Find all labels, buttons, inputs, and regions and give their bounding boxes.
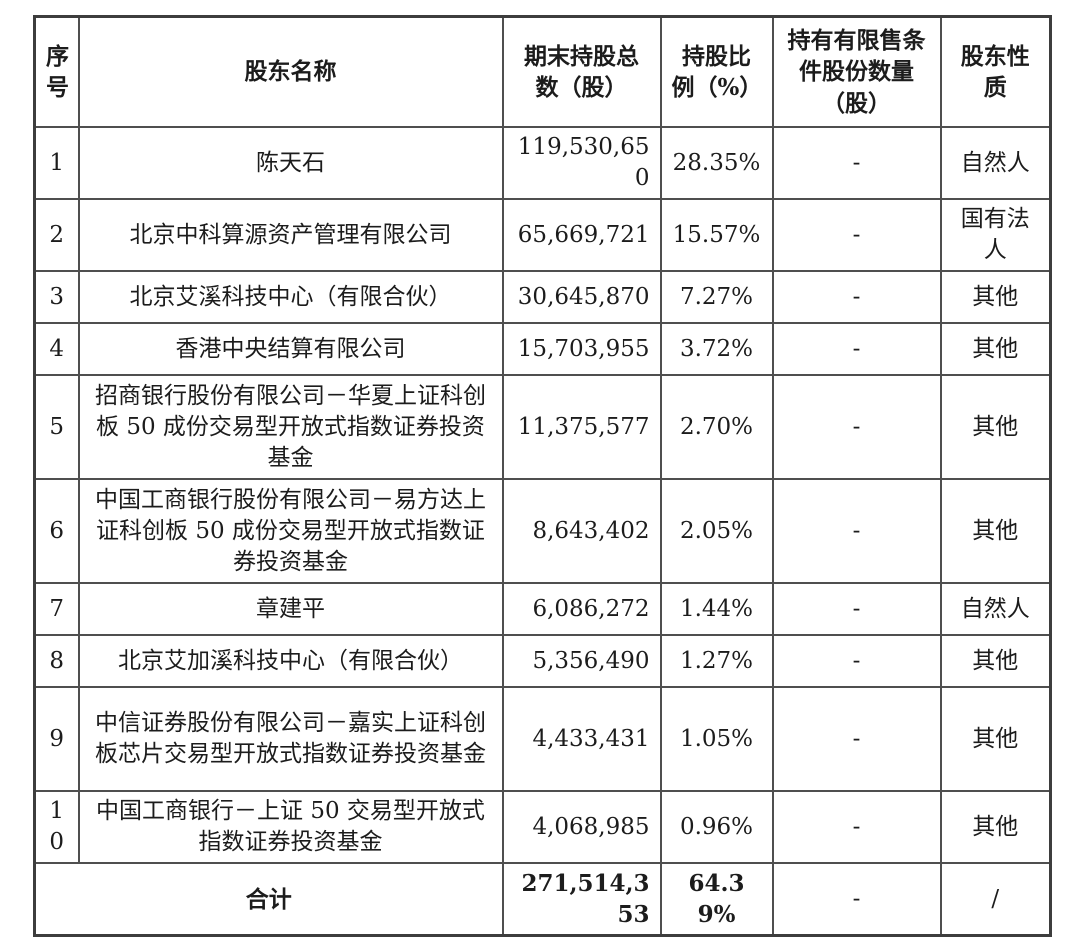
total-shares: 119,530,650 bbox=[501, 125, 662, 201]
row-index: 3 bbox=[33, 270, 80, 325]
share-ratio: 1.05% bbox=[659, 686, 774, 793]
shareholder-name: 章建平 bbox=[77, 582, 504, 637]
shareholder-nature: 其他 bbox=[939, 478, 1052, 585]
shareholder-nature: 自然人 bbox=[939, 125, 1052, 201]
total-row: 合计 271,514,353 64.39% - / bbox=[33, 862, 1052, 937]
share-ratio: 7.27% bbox=[659, 270, 774, 325]
restricted-shares: - bbox=[771, 322, 942, 377]
table-row: 2 北京中科算源资产管理有限公司 65,669,721 15.57% - 国有法… bbox=[33, 198, 1052, 273]
restricted-shares: - bbox=[771, 686, 942, 793]
shareholder-name: 中国工商银行－上证 50 交易型开放式指数证券投资基金 bbox=[77, 790, 504, 865]
share-ratio: 1.27% bbox=[659, 634, 774, 689]
table-row: 6 中国工商银行股份有限公司－易方达上证科创板 50 成份交易型开放式指数证券投… bbox=[33, 478, 1052, 585]
share-ratio: 1.44% bbox=[659, 582, 774, 637]
shareholders-table: 序号 股东名称 期末持股总数（股） 持股比例（%） 持有有限售条件股份数量（股）… bbox=[33, 15, 1052, 937]
total-nature: / bbox=[939, 862, 1052, 937]
shareholder-nature: 其他 bbox=[939, 322, 1052, 377]
restricted-shares: - bbox=[771, 634, 942, 689]
total-shares: 65,669,721 bbox=[501, 198, 662, 273]
table-header: 序号 股东名称 期末持股总数（股） 持股比例（%） 持有有限售条件股份数量（股）… bbox=[33, 15, 1052, 128]
total-shares: 15,703,955 bbox=[501, 322, 662, 377]
row-index: 10 bbox=[33, 790, 80, 865]
row-index: 2 bbox=[33, 198, 80, 273]
restricted-shares: - bbox=[771, 790, 942, 865]
shareholder-nature: 其他 bbox=[939, 790, 1052, 865]
row-index: 8 bbox=[33, 634, 80, 689]
total-ratio-sum: 64.39% bbox=[659, 862, 774, 937]
row-index: 1 bbox=[33, 125, 80, 201]
shareholder-name: 北京中科算源资产管理有限公司 bbox=[77, 198, 504, 273]
document-page: 序号 股东名称 期末持股总数（股） 持股比例（%） 持有有限售条件股份数量（股）… bbox=[33, 15, 1052, 937]
row-index: 5 bbox=[33, 374, 80, 481]
header-row: 序号 股东名称 期末持股总数（股） 持股比例（%） 持有有限售条件股份数量（股）… bbox=[33, 15, 1052, 128]
total-shares: 8,643,402 bbox=[501, 478, 662, 585]
share-ratio: 2.70% bbox=[659, 374, 774, 481]
shareholder-nature: 其他 bbox=[939, 270, 1052, 325]
total-restricted: - bbox=[771, 862, 942, 937]
share-ratio: 0.96% bbox=[659, 790, 774, 865]
shareholder-nature: 自然人 bbox=[939, 582, 1052, 637]
shareholder-name: 中国工商银行股份有限公司－易方达上证科创板 50 成份交易型开放式指数证券投资基… bbox=[77, 478, 504, 585]
row-index: 4 bbox=[33, 322, 80, 377]
shareholder-name: 中信证券股份有限公司－嘉实上证科创板芯片交易型开放式指数证券投资基金 bbox=[77, 686, 504, 793]
restricted-shares: - bbox=[771, 478, 942, 585]
total-shares: 4,433,431 bbox=[501, 686, 662, 793]
shareholder-name: 北京艾加溪科技中心（有限合伙） bbox=[77, 634, 504, 689]
share-ratio: 2.05% bbox=[659, 478, 774, 585]
header-shareholder-name: 股东名称 bbox=[77, 15, 504, 128]
total-shares: 5,356,490 bbox=[501, 634, 662, 689]
restricted-shares: - bbox=[771, 198, 942, 273]
share-ratio: 28.35% bbox=[659, 125, 774, 201]
header-no: 序号 bbox=[33, 15, 80, 128]
shareholder-name: 北京艾溪科技中心（有限合伙） bbox=[77, 270, 504, 325]
share-ratio: 15.57% bbox=[659, 198, 774, 273]
restricted-shares: - bbox=[771, 270, 942, 325]
shareholder-name: 陈天石 bbox=[77, 125, 504, 201]
table-row: 3 北京艾溪科技中心（有限合伙） 30,645,870 7.27% - 其他 bbox=[33, 270, 1052, 325]
shareholder-name: 香港中央结算有限公司 bbox=[77, 322, 504, 377]
shareholder-nature: 其他 bbox=[939, 634, 1052, 689]
total-shares: 4,068,985 bbox=[501, 790, 662, 865]
restricted-shares: - bbox=[771, 374, 942, 481]
row-index: 9 bbox=[33, 686, 80, 793]
row-index: 6 bbox=[33, 478, 80, 585]
shareholder-nature: 其他 bbox=[939, 686, 1052, 793]
row-index: 7 bbox=[33, 582, 80, 637]
table-row: 1 陈天石 119,530,650 28.35% - 自然人 bbox=[33, 125, 1052, 201]
shareholder-nature: 其他 bbox=[939, 374, 1052, 481]
header-restricted-shares: 持有有限售条件股份数量（股） bbox=[771, 15, 942, 128]
table-row: 10 中国工商银行－上证 50 交易型开放式指数证券投资基金 4,068,985… bbox=[33, 790, 1052, 865]
restricted-shares: - bbox=[771, 125, 942, 201]
table-row: 4 香港中央结算有限公司 15,703,955 3.72% - 其他 bbox=[33, 322, 1052, 377]
table-row: 8 北京艾加溪科技中心（有限合伙） 5,356,490 1.27% - 其他 bbox=[33, 634, 1052, 689]
header-share-ratio: 持股比例（%） bbox=[659, 15, 774, 128]
table-row: 9 中信证券股份有限公司－嘉实上证科创板芯片交易型开放式指数证券投资基金 4,4… bbox=[33, 686, 1052, 793]
total-shares-sum: 271,514,353 bbox=[501, 862, 662, 937]
header-total-shares: 期末持股总数（股） bbox=[501, 15, 662, 128]
shareholder-nature: 国有法人 bbox=[939, 198, 1052, 273]
shareholder-name: 招商银行股份有限公司－华夏上证科创板 50 成份交易型开放式指数证券投资基金 bbox=[77, 374, 504, 481]
total-shares: 30,645,870 bbox=[501, 270, 662, 325]
total-label: 合计 bbox=[33, 862, 504, 937]
share-ratio: 3.72% bbox=[659, 322, 774, 377]
header-shareholder-nature: 股东性质 bbox=[939, 15, 1052, 128]
table-row: 7 章建平 6,086,272 1.44% - 自然人 bbox=[33, 582, 1052, 637]
total-shares: 11,375,577 bbox=[501, 374, 662, 481]
table-row: 5 招商银行股份有限公司－华夏上证科创板 50 成份交易型开放式指数证券投资基金… bbox=[33, 374, 1052, 481]
total-shares: 6,086,272 bbox=[501, 582, 662, 637]
restricted-shares: - bbox=[771, 582, 942, 637]
